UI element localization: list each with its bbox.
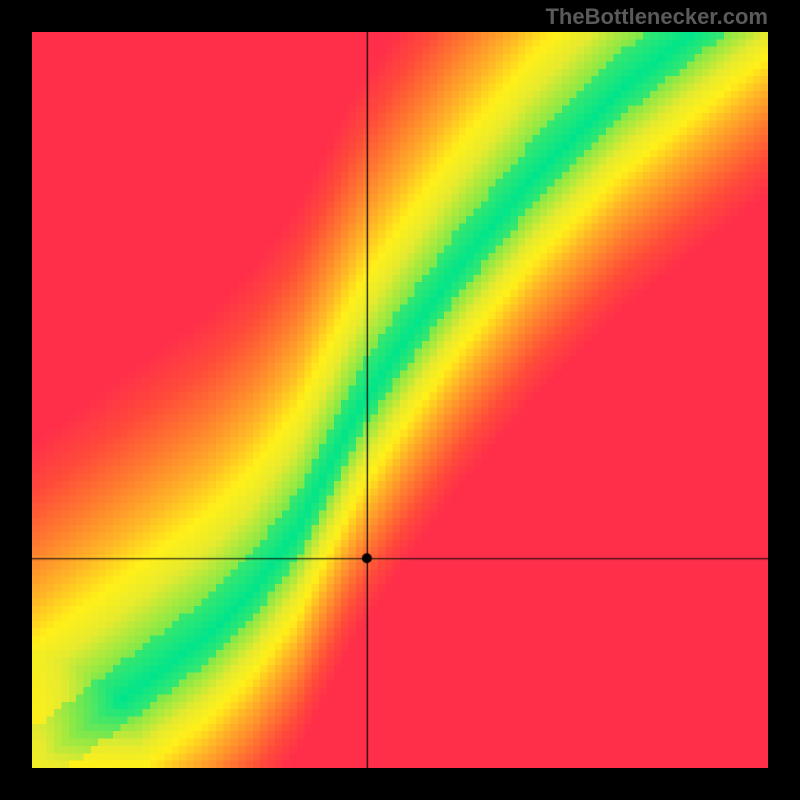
watermark-text: TheBottlenecker.com — [545, 4, 768, 30]
stage: TheBottlenecker.com — [0, 0, 800, 800]
bottleneck-heatmap — [32, 32, 768, 768]
